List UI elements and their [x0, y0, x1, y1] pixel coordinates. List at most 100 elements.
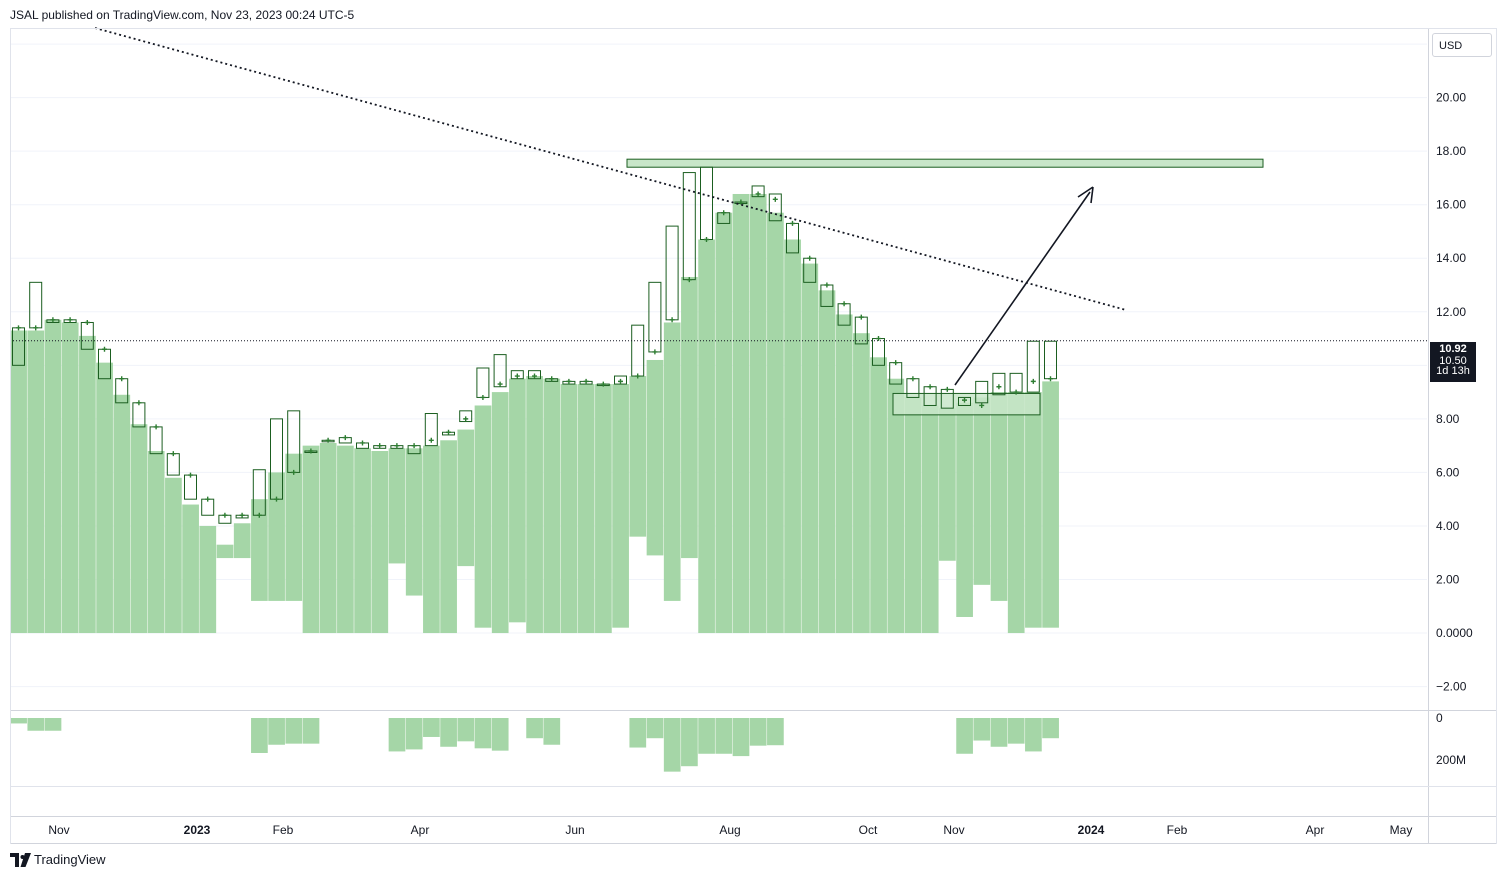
area-bar — [973, 397, 991, 585]
weekly-candle — [958, 396, 971, 406]
weekly-candle — [1026, 340, 1040, 393]
volume-bar — [681, 718, 698, 767]
weekly-marker — [33, 325, 39, 331]
weekly-marker — [463, 416, 469, 422]
area-bar — [388, 448, 406, 564]
time-axis-label: 2024 — [1078, 823, 1105, 837]
time-axis-label: Nov — [48, 823, 69, 837]
volume-tick-label: 200M — [1436, 753, 1466, 767]
weekly-candle — [459, 410, 473, 423]
area-bar — [904, 397, 922, 634]
weekly-marker — [136, 400, 142, 406]
weekly-marker — [944, 386, 950, 392]
weekly-marker — [446, 429, 451, 435]
weekly-marker — [256, 512, 262, 518]
price-tick-label: −2.00 — [1436, 680, 1467, 694]
weekly-candle — [992, 372, 1006, 396]
drawings[interactable] — [10, 27, 1427, 386]
time-axis-label: Aug — [719, 823, 740, 837]
volume-bar — [474, 718, 492, 749]
weekly-marker — [102, 346, 107, 352]
volume-bar — [388, 718, 406, 752]
weekly-marker — [119, 376, 125, 382]
weekly-marker — [411, 443, 417, 449]
volume-bar — [956, 718, 973, 754]
brand-logo[interactable]: TradingView — [10, 852, 106, 867]
weekly-candle — [528, 370, 541, 380]
area-bar — [698, 239, 715, 634]
area-bar — [749, 193, 767, 634]
weekly-marker — [205, 496, 211, 502]
time-axis-label: May — [1390, 823, 1413, 837]
area-bar — [182, 504, 199, 634]
weekly-candle — [975, 380, 989, 404]
area-bar — [233, 523, 251, 559]
weekly-marker — [1030, 378, 1036, 384]
area-bar — [216, 544, 234, 559]
axes — [10, 28, 1497, 844]
weekly-candle — [700, 166, 713, 240]
weekly-marker — [377, 443, 383, 449]
volume-bar — [629, 718, 647, 748]
volume-bar — [973, 718, 991, 741]
volume-bar — [10, 718, 27, 724]
brand-name: TradingView — [34, 852, 106, 867]
price-tick-label: 8.00 — [1436, 412, 1460, 426]
area-bar — [939, 408, 956, 561]
weekly-marker — [274, 496, 279, 502]
weekly-candle — [476, 367, 490, 398]
area-bars — [10, 193, 1059, 634]
area-bar — [835, 314, 853, 634]
bar-countdown: 1d 13h — [1436, 365, 1470, 377]
weekly-candle — [631, 324, 645, 377]
area-bar — [543, 378, 561, 634]
weekly-marker — [291, 469, 297, 475]
volume-bar — [405, 718, 423, 750]
price-tick-label: 4.00 — [1436, 519, 1460, 533]
area-bar — [853, 333, 870, 634]
weekly-marker — [910, 376, 916, 382]
volume-bar — [715, 718, 733, 754]
area-bar — [165, 477, 182, 634]
weekly-marker — [927, 384, 933, 390]
time-axis-label: Jun — [565, 823, 584, 837]
volume-bar — [423, 718, 440, 737]
weekly-marker — [549, 376, 555, 382]
area-bar — [423, 445, 440, 634]
weekly-marker — [532, 373, 537, 379]
weekly-candle — [768, 193, 782, 222]
weekly-candle — [166, 453, 180, 476]
weekly-marker — [669, 317, 675, 323]
volume-bar — [1025, 718, 1042, 752]
price-tick-label: 2.00 — [1436, 572, 1460, 586]
weekly-candle — [510, 370, 524, 380]
volume-bar — [543, 718, 561, 745]
weekly-marker — [170, 451, 176, 457]
weekly-marker — [153, 424, 159, 430]
time-axis-label: Feb — [273, 823, 294, 837]
weekly-marker — [360, 440, 365, 446]
weekly-marker — [308, 448, 314, 454]
weekly-marker — [738, 199, 744, 205]
weekly-marker — [566, 378, 572, 384]
weekly-marker — [893, 360, 899, 366]
publisher-caption: JSAL published on TradingView.com, Nov 2… — [10, 8, 355, 22]
weekly-candle — [1009, 372, 1023, 393]
volume-bar — [732, 718, 750, 757]
currency-button[interactable]: USD — [1432, 33, 1492, 57]
volume-bar — [491, 718, 509, 751]
area-bar — [199, 525, 217, 634]
area-bar — [921, 405, 939, 634]
volume-bar — [526, 718, 543, 739]
last-price-value: 10.92 — [1439, 343, 1467, 355]
weekly-marker — [635, 373, 641, 379]
weekly-marker — [600, 381, 606, 387]
area-bar — [818, 290, 836, 634]
area-bar — [956, 402, 973, 617]
weekly-marker — [1048, 376, 1053, 382]
weekly-marker — [704, 236, 709, 242]
weekly-candle — [1044, 340, 1057, 380]
area-bar — [526, 376, 543, 634]
volume-bar — [251, 718, 268, 753]
